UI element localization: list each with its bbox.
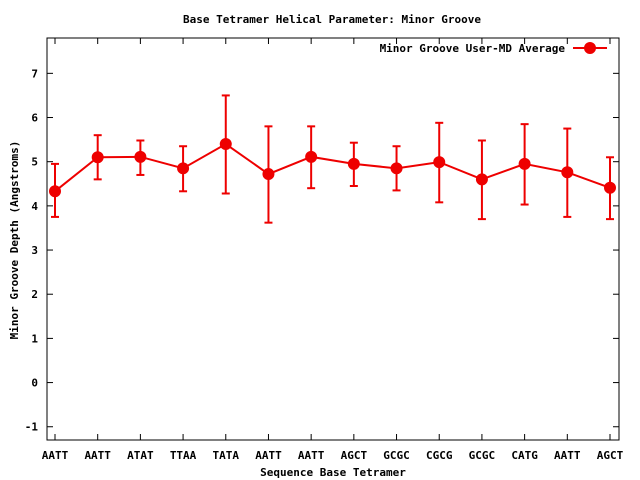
y-tick-label: 3 [31,244,38,257]
y-tick-label: -1 [25,421,39,434]
y-tick-label: 7 [31,67,38,80]
legend-marker [584,42,596,54]
series-line [54,142,611,193]
data-point [561,166,574,179]
y-tick-label: 2 [31,288,38,301]
x-tick-label: AATT [42,449,69,462]
data-point [305,150,318,163]
plot-frame [46,37,620,441]
x-tick-label: AGCT [341,449,368,462]
data-point [604,181,616,194]
chart-title: Base Tetramer Helical Parameter: Minor G… [183,13,481,26]
x-tick-label: TTAA [170,449,197,462]
data-point [390,162,403,175]
y-axis: -1 0 1 2 3 4 5 6 7 [25,67,619,434]
x-tick-label: CATG [511,449,538,462]
data-point [177,162,190,175]
data-point [134,150,147,163]
x-tick-label: GCGC [383,449,410,462]
x-tick-label: AATT [84,449,111,462]
x-tick-label: AATT [298,449,325,462]
data-point [91,151,104,164]
legend: Minor Groove User-MD Average [380,42,607,55]
x-tick-label: GCGC [469,449,496,462]
y-axis-label: Minor Groove Depth (Angstroms) [8,141,21,340]
data-point [433,156,446,169]
x-tick-label: AATT [255,449,282,462]
x-tick-label: CGCG [426,449,453,462]
y-tick-label: 1 [31,332,38,345]
x-axis-label: Sequence Base Tetramer [260,466,406,479]
y-tick-label: 6 [31,112,38,125]
data-point [475,173,488,186]
legend-label: Minor Groove User-MD Average [380,42,566,55]
data-point [219,138,232,151]
x-axis: AATT AATT ATAT TTAA TATA AATT AATT AGCT GCGC CGCG… [42,38,624,462]
y-tick-label: 0 [31,377,38,390]
data-point [49,185,61,198]
x-tick-label: ATAT [127,449,154,462]
series-layer [49,94,616,224]
y-tick-label: 4 [31,200,38,213]
data-point [262,168,275,181]
x-tick-label: AGCT [597,449,624,462]
data-point [518,157,531,170]
x-tick-label: TATA [213,449,240,462]
y-tick-label: 5 [31,156,38,169]
data-point [347,157,360,170]
x-tick-label: AATT [554,449,581,462]
